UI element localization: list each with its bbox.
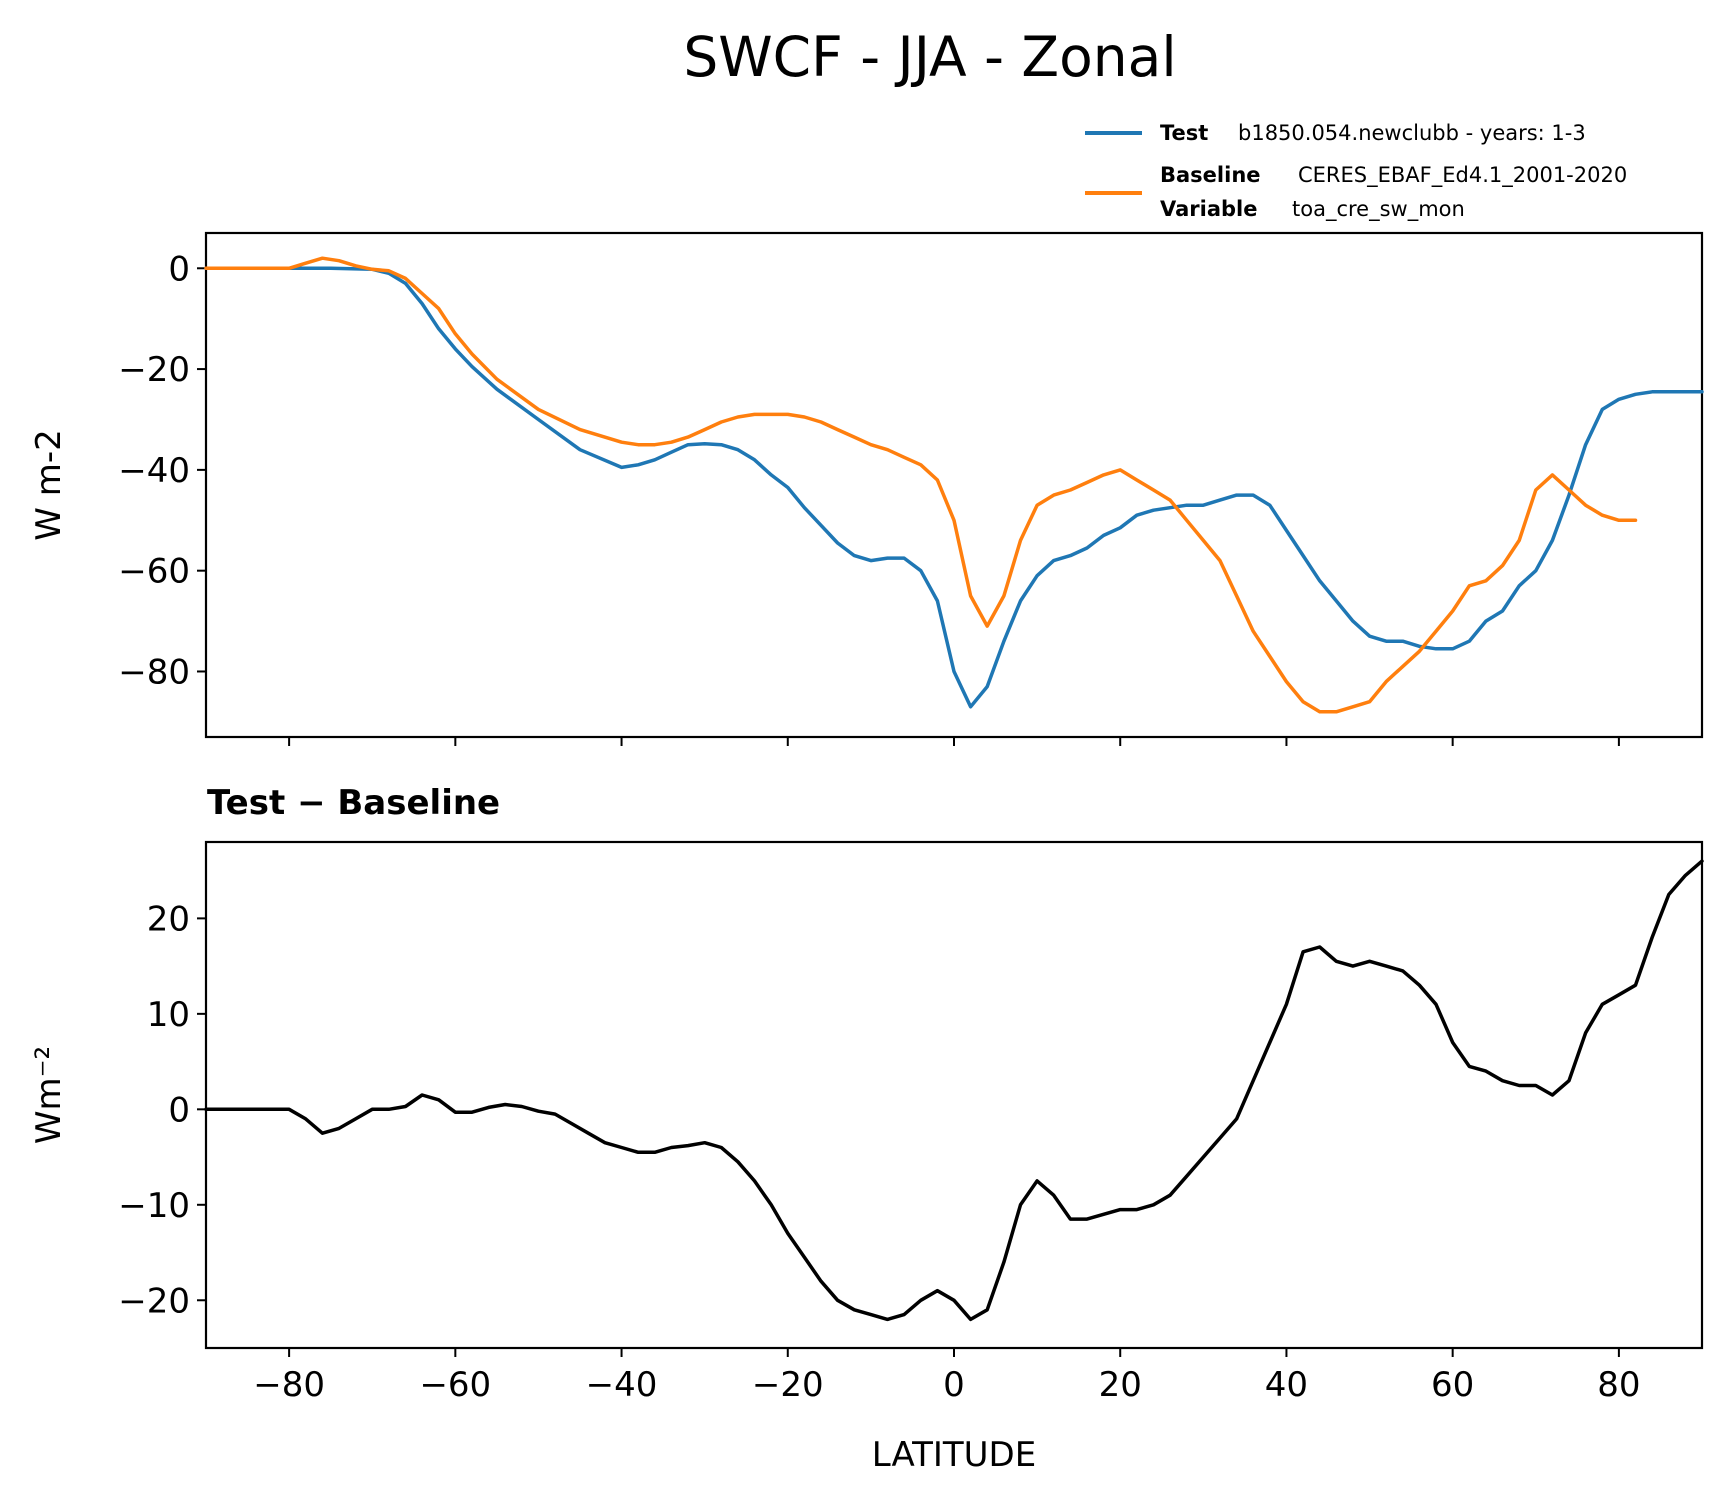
- x-tick-label: −20: [752, 1365, 824, 1405]
- bottom-y-ticks: 20 10 0 −10 −20: [118, 899, 206, 1321]
- top-axes: 0 −20 −40 −60 −80 W m-2: [29, 231, 1704, 746]
- top-series: [204, 256, 1704, 714]
- y-tick-label: −60: [118, 552, 190, 592]
- legend-test-key: Test: [1160, 121, 1208, 145]
- y-tick-label: 0: [168, 249, 190, 289]
- y-tick-label: −80: [118, 652, 190, 692]
- series-line-baseline: [204, 256, 1638, 714]
- legend-variable-value: toa_cre_sw_mon: [1292, 197, 1465, 222]
- y-tick-label: −10: [118, 1186, 190, 1226]
- x-tick-label: 20: [1099, 1365, 1142, 1405]
- legend-test-value: b1850.054.newclubb - years: 1-3: [1238, 121, 1586, 145]
- x-tick-label: 60: [1431, 1365, 1474, 1405]
- series-line-test-baseline: [204, 859, 1704, 1322]
- bottom-plot-frame: [204, 840, 1704, 1350]
- x-tick-label: 40: [1265, 1365, 1308, 1405]
- bottom-axes: 20 10 0 −10 −20 −80 −60 −40 −20 0 20 40 60 80 Wm⁻² L…: [29, 840, 1704, 1475]
- y-tick-label: −20: [118, 350, 190, 390]
- legend-baseline-value: CERES_EBAF_Ed4.1_2001-2020: [1298, 163, 1627, 188]
- y-tick-label: −40: [118, 451, 190, 491]
- top-y-axis-label: W m-2: [29, 429, 69, 540]
- legend-variable-key: Variable: [1160, 197, 1257, 221]
- y-tick-label: −20: [118, 1281, 190, 1321]
- x-tick-label: −60: [419, 1365, 491, 1405]
- x-tick-label: 0: [943, 1365, 965, 1405]
- y-tick-label: 10: [147, 995, 190, 1035]
- x-axis-label: LATITUDE: [872, 1435, 1036, 1475]
- x-tick-label: −80: [253, 1365, 325, 1405]
- top-x-ticks: [288, 737, 1620, 746]
- bottom-subtitle: Test − Baseline: [207, 783, 500, 823]
- chart-title: SWCF - JJA - Zonal: [683, 25, 1176, 89]
- x-tick-label: 80: [1597, 1365, 1640, 1405]
- legend: Test b1850.054.newclubb - years: 1-3 Bas…: [1085, 121, 1627, 222]
- series-line-test: [204, 266, 1704, 709]
- top-y-ticks: 0 −20 −40 −60 −80: [118, 249, 206, 692]
- bottom-x-ticks: −80 −60 −40 −20 0 20 40 60 80: [253, 1348, 1641, 1405]
- x-tick-label: −40: [586, 1365, 658, 1405]
- bottom-series: [204, 859, 1704, 1322]
- bottom-y-axis-label: Wm⁻²: [29, 1046, 69, 1144]
- y-tick-label: 20: [147, 899, 190, 939]
- y-tick-label: 0: [168, 1090, 190, 1130]
- top-plot-frame: [204, 231, 1704, 739]
- legend-baseline-key: Baseline: [1160, 163, 1261, 187]
